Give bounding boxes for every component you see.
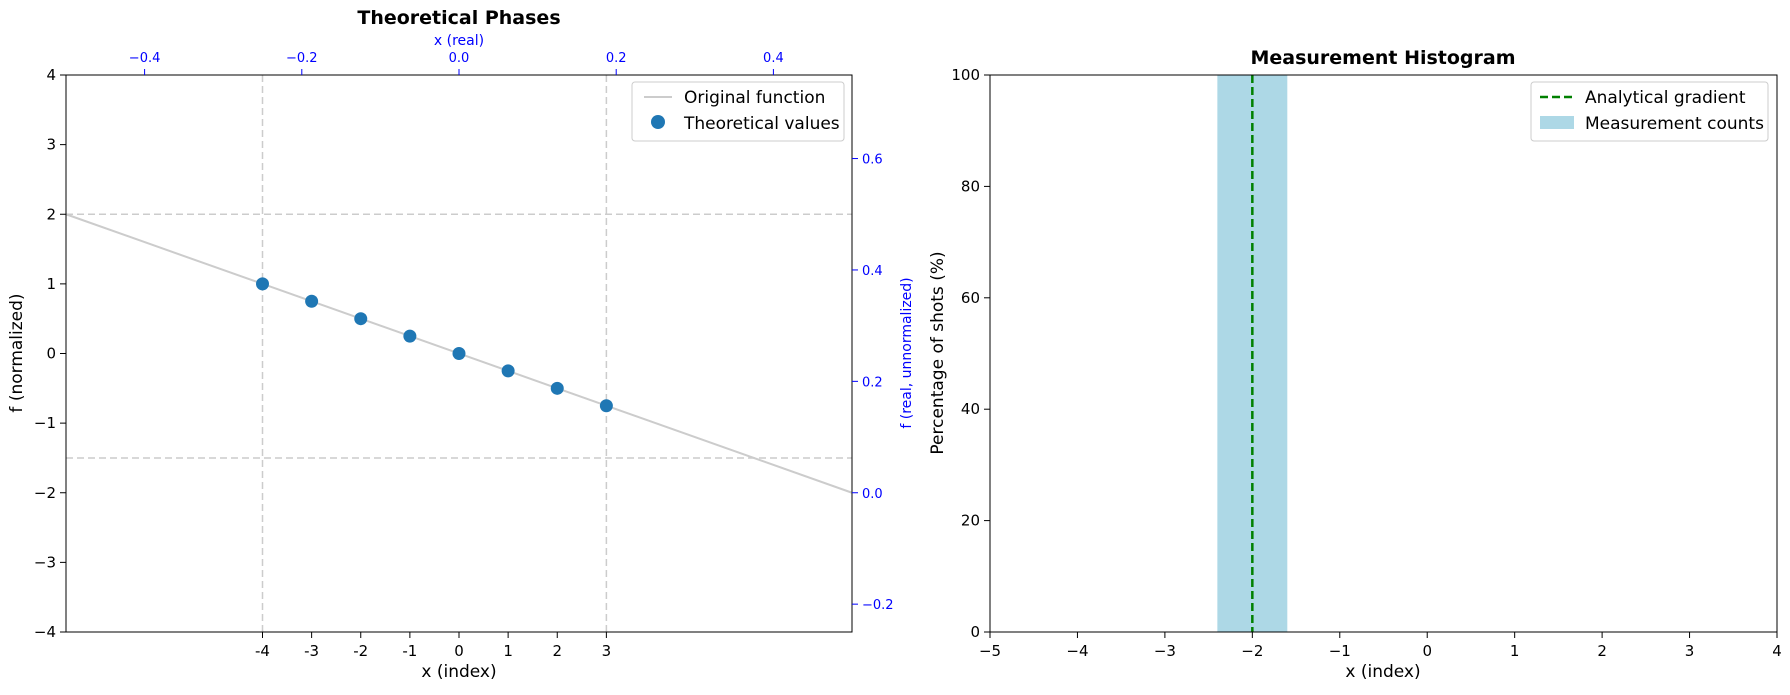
theoretical-value-point xyxy=(403,329,417,343)
theoretical-value-point xyxy=(599,399,613,413)
legend: Analytical gradient Measurement counts xyxy=(1530,81,1769,142)
y-tick-label: 20 xyxy=(961,512,980,530)
x-tick-label: -3 xyxy=(304,642,319,660)
legend-entry-theoretical-values: Theoretical values xyxy=(683,114,840,134)
x-tick-label: 1 xyxy=(1510,642,1520,660)
reference-lines xyxy=(66,75,852,632)
y-axis-ticks: −4 −3 −2 −1 0 1 2 3 4 xyxy=(34,66,66,641)
x-tick-label: -4 xyxy=(255,642,270,660)
right-axis-ticks: −0.2 0.0 0.2 0.4 0.6 xyxy=(852,153,894,613)
right-axis-label: f (real, unnormalized) xyxy=(899,277,915,428)
legend-entry-original-function: Original function xyxy=(684,88,825,108)
x-tick-label: −5 xyxy=(979,642,1001,660)
theoretical-value-point xyxy=(452,347,466,360)
legend-entry-analytical-gradient: Analytical gradient xyxy=(1585,88,1746,108)
x-tick-label: 2 xyxy=(1597,642,1607,660)
x-tick-label: -1 xyxy=(402,642,417,660)
y-tick-label: 40 xyxy=(961,400,980,418)
theoretical-value-point xyxy=(354,312,368,326)
legend-entry-measurement-counts: Measurement counts xyxy=(1585,114,1764,134)
legend-box xyxy=(1530,81,1769,142)
y-tick-label: −1 xyxy=(34,414,56,432)
right-tick-label: 0.4 xyxy=(862,264,883,279)
x-tick-label: 0 xyxy=(1422,642,1432,660)
x-axis-label: x (index) xyxy=(421,662,496,682)
right-tick-label: 0.6 xyxy=(862,153,883,168)
x-axis-ticks: -4 -3 -2 -1 0 1 2 3 xyxy=(255,632,611,660)
y-tick-label: 3 xyxy=(46,136,56,154)
y-tick-label: 80 xyxy=(961,177,980,195)
theoretical-value-point xyxy=(305,294,319,308)
y-axis-ticks: 0 20 40 60 80 100 xyxy=(951,66,990,641)
x-tick-label: 1 xyxy=(503,642,513,660)
x-tick-label: 2 xyxy=(552,642,562,660)
x-tick-label: 4 xyxy=(1772,642,1782,660)
x-tick-label: 3 xyxy=(1685,642,1695,660)
measurement-histogram-chart: Measurement Histogram −5 −4 −3 −2 −1 0 1 2 3 4 0 2… xyxy=(928,47,1782,682)
theoretical-value-point xyxy=(501,364,515,378)
y-tick-label: 2 xyxy=(46,205,56,223)
x-tick-label: 3 xyxy=(602,642,612,660)
plot-marks xyxy=(1217,75,1288,632)
theoretical-phases-chart: Theoretical Phases x (real) -4 -3 -2 -1 0 1 2 3… xyxy=(7,7,915,682)
theoretical-value-point xyxy=(256,277,269,291)
y-tick-label: 60 xyxy=(961,289,980,307)
y-tick-label: 0 xyxy=(970,623,980,641)
top-tick-label: −0.4 xyxy=(129,51,161,66)
top-tick-label: −0.2 xyxy=(286,51,318,66)
y-tick-label: 100 xyxy=(951,66,980,84)
x-tick-label: -2 xyxy=(353,642,368,660)
plot-frame xyxy=(989,74,1778,633)
x-tick-label: −2 xyxy=(1241,642,1263,660)
x-axis-label: x (index) xyxy=(1345,662,1420,682)
theoretical-value-point xyxy=(550,381,564,395)
top-tick-label: 0.2 xyxy=(606,51,627,66)
x-tick-label: −3 xyxy=(1154,642,1176,660)
x-tick-label: −4 xyxy=(1066,642,1088,660)
y-tick-label: 4 xyxy=(46,66,56,84)
top-axis-label: x (real) xyxy=(434,33,484,49)
x-tick-label: −1 xyxy=(1329,642,1351,660)
y-tick-label: 0 xyxy=(46,345,56,363)
plot-marks xyxy=(65,213,853,494)
x-axis-ticks: −5 −4 −3 −2 −1 0 1 2 3 4 xyxy=(979,632,1782,660)
right-tick-label: 0.0 xyxy=(862,487,883,502)
x-tick-label: 0 xyxy=(454,642,464,660)
right-tick-label: −0.2 xyxy=(862,598,894,613)
y-tick-label: −3 xyxy=(34,553,56,571)
legend: Original function Theoretical values xyxy=(631,81,845,142)
y-tick-label: −2 xyxy=(34,484,56,502)
chart-title: Theoretical Phases xyxy=(357,7,560,29)
legend-bar-swatch xyxy=(1540,116,1574,129)
top-tick-label: 0.0 xyxy=(449,51,470,66)
right-tick-label: 0.2 xyxy=(862,375,883,390)
y-axis-label: f (normalized) xyxy=(7,293,27,412)
top-axis-ticks: −0.4 −0.2 0.0 0.2 0.4 xyxy=(129,51,784,75)
top-tick-label: 0.4 xyxy=(763,51,784,66)
legend-box xyxy=(631,81,845,142)
y-tick-label: −4 xyxy=(34,623,56,641)
y-tick-label: 1 xyxy=(46,275,56,293)
legend-marker-swatch xyxy=(651,115,665,129)
y-axis-label: Percentage of shots (%) xyxy=(928,251,948,454)
chart-title: Measurement Histogram xyxy=(1250,47,1515,69)
